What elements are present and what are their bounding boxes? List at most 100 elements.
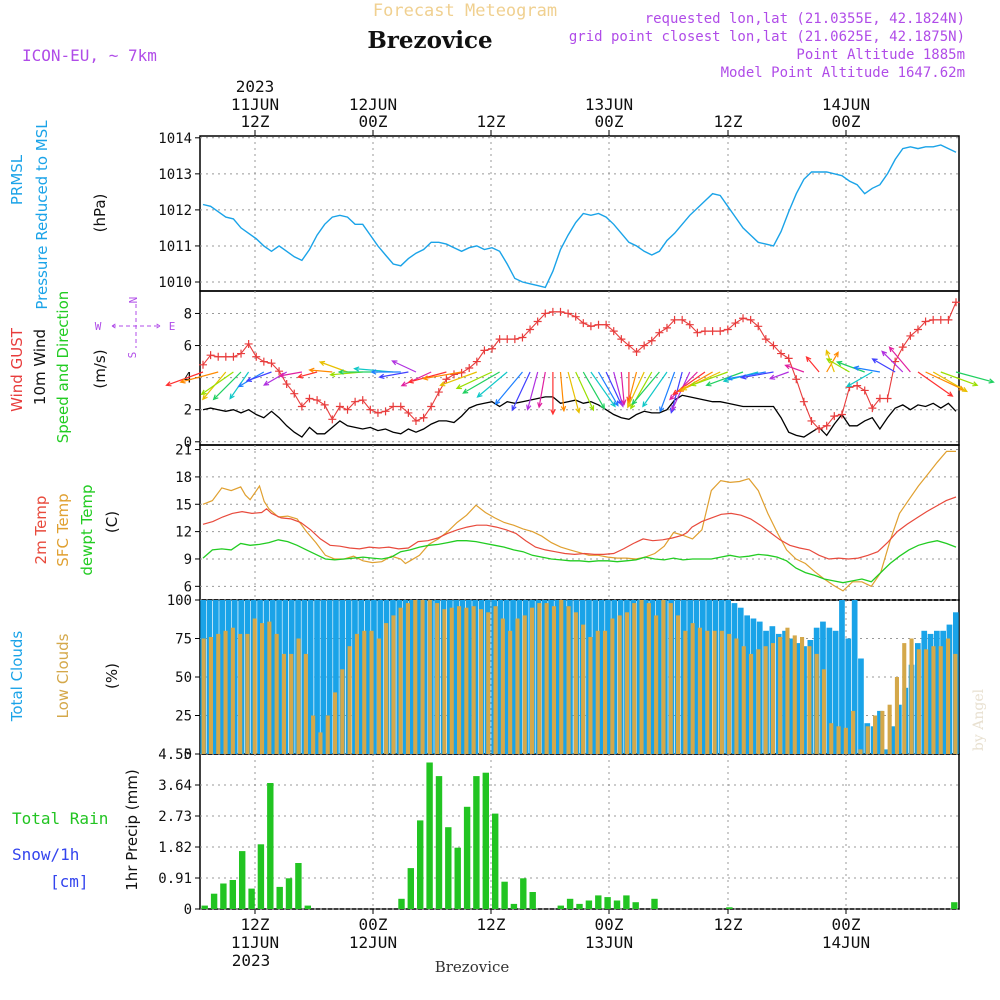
compass-s: S	[126, 352, 139, 359]
total-clouds-bar	[276, 600, 282, 754]
gust-marker	[564, 309, 573, 318]
wind-direction-arrow	[740, 371, 774, 380]
gust-marker	[685, 320, 694, 329]
compass-rose-icon	[111, 304, 161, 348]
label-total-rain: Total Rain	[12, 809, 108, 828]
rain-bar	[510, 903, 518, 909]
gust-marker	[609, 327, 618, 336]
gust-marker	[632, 347, 641, 356]
total-clouds-bar	[737, 607, 744, 754]
model-altitude: Model Point Altitude 1647.62m	[721, 65, 965, 81]
wind-direction-arrow	[680, 371, 721, 391]
low-clouds-bar	[603, 630, 608, 754]
wind-direction-arrow	[422, 371, 462, 381]
gust-marker	[678, 315, 687, 324]
gust-marker	[526, 325, 535, 334]
low-clouds-bar	[894, 677, 899, 754]
top-axis-date: 11JUN	[231, 95, 279, 114]
total-clouds-bar	[592, 600, 599, 754]
label-percent: (%)	[103, 663, 121, 689]
gust-marker	[275, 367, 284, 376]
gust-marker	[351, 397, 360, 406]
wind-direction-arrow	[296, 371, 318, 379]
gust-marker	[237, 349, 246, 358]
gust-marker	[586, 322, 595, 331]
wind-direction-arrow	[462, 371, 500, 394]
label-sfc-temp: SFC Temp	[54, 493, 72, 566]
low-clouds-bar	[391, 615, 396, 754]
total-clouds-bar	[415, 600, 422, 754]
footer-location: Brezovice	[435, 958, 510, 976]
low-clouds-bar	[668, 603, 673, 754]
total-clouds-bar	[605, 600, 611, 754]
low-clouds-bar	[303, 653, 308, 754]
label-wind-gust: Wind GUST	[8, 327, 26, 412]
gust-marker	[434, 388, 443, 397]
rain-bar	[407, 868, 414, 909]
low-clouds-bar	[931, 646, 936, 754]
gust-marker	[594, 320, 603, 329]
gust-marker	[427, 402, 436, 411]
gust-marker	[259, 357, 268, 366]
y-tick-label: 21	[175, 443, 192, 459]
y-tick-label: 12	[175, 525, 192, 541]
gust-marker	[754, 322, 763, 331]
wind-direction-arrow	[262, 371, 288, 386]
label-total-clouds: Total Clouds	[8, 631, 26, 723]
bottom-axis-date: 13JUN	[585, 933, 633, 952]
low-clouds-bar	[624, 612, 629, 754]
wind-direction-arrow	[659, 371, 676, 413]
label-pressure-msl: Pressure Reduced to MSL	[33, 120, 51, 310]
low-clouds-bar	[873, 715, 878, 754]
low-clouds-bar	[296, 638, 301, 754]
low-clouds-bar	[340, 669, 345, 754]
wind-direction-arrow	[871, 358, 896, 373]
gust-marker	[655, 328, 664, 337]
total-clouds-bar	[750, 618, 757, 754]
gust-marker	[731, 319, 740, 328]
wind-direction-arrow	[391, 360, 417, 373]
rain-bar	[248, 888, 255, 909]
gust-marker	[716, 327, 725, 336]
total-clouds-bar	[845, 638, 852, 754]
gust-marker	[480, 346, 489, 355]
gust-marker	[807, 416, 816, 425]
y-tick-label: 50	[175, 670, 192, 686]
gust-marker	[670, 315, 679, 324]
panel-frame	[199, 135, 960, 292]
total-clouds-bar	[269, 600, 276, 754]
wind-direction-arrow	[526, 371, 539, 411]
wind-direction-arrow	[932, 371, 969, 393]
low-clouds-bar	[223, 630, 228, 754]
low-clouds-bar	[559, 600, 564, 754]
low-clouds-bar	[544, 603, 549, 754]
low-clouds-bar	[551, 606, 556, 754]
y-tick-label: 100	[167, 593, 192, 609]
top-title: Forecast Meteogram	[373, 1, 557, 21]
low-clouds-bar	[369, 630, 374, 754]
low-clouds-bar	[522, 615, 527, 754]
total-clouds-bar	[358, 600, 365, 754]
y-tick-label: 9	[184, 552, 192, 568]
gust-marker	[693, 328, 702, 337]
total-clouds-bar	[877, 710, 883, 754]
low-clouds-bar	[216, 633, 221, 754]
rain-bar	[557, 905, 564, 909]
y-tick-label: 1.82	[158, 840, 192, 856]
low-clouds-bar	[814, 653, 819, 754]
low-clouds-bar	[471, 606, 476, 754]
rain-bar	[576, 903, 583, 909]
low-clouds-bar	[289, 653, 294, 754]
y-tick-label: 6	[184, 579, 192, 595]
rain-bar	[435, 776, 443, 909]
location-title: Brezovice	[367, 27, 492, 54]
wind-direction-arrow	[537, 371, 546, 409]
gust-marker	[221, 352, 230, 361]
bottom-axis-hour: 00Z	[595, 915, 624, 934]
total-clouds-bar	[788, 638, 795, 754]
label-10m-wind: 10m Wind	[31, 329, 49, 405]
rain-bar	[604, 897, 611, 909]
low-clouds-bar	[683, 630, 688, 754]
low-clouds-bar	[953, 653, 958, 754]
compass-n: N	[127, 297, 140, 304]
